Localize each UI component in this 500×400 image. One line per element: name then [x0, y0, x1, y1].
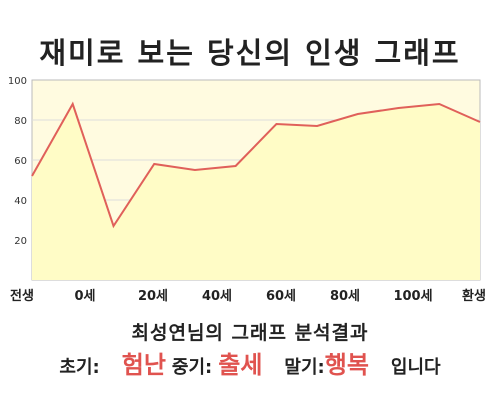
y-tick-label: 40 [14, 196, 27, 207]
x-tick-label: 환생 [462, 288, 486, 304]
x-tick-label: 60세 [266, 289, 296, 304]
y-axis-ticks: 20 40 60 80 100 [8, 76, 27, 247]
y-tick-label: 20 [14, 236, 27, 247]
late-label: 말기: [284, 357, 325, 378]
suffix-text: 입니다 [390, 357, 441, 378]
mid-value: 출세 [218, 351, 263, 379]
chart-title: 재미로 보는 당신의 인생 그래프 [39, 36, 461, 70]
y-tick-label: 100 [8, 76, 27, 87]
x-tick-label: 20세 [138, 289, 168, 304]
y-tick-label: 80 [14, 116, 27, 127]
x-tick-label: 0세 [74, 289, 95, 304]
y-tick-label: 60 [14, 156, 27, 167]
series-area [32, 104, 480, 280]
early-value: 험난 [121, 351, 166, 379]
early-label: 초기: [59, 357, 100, 378]
series-line [31, 101, 481, 229]
analysis-summary: 초기: 험난 중기: 출세 말기:행복 입니다 [0, 345, 500, 380]
x-tick-label: 80세 [330, 289, 360, 304]
x-tick-label: 40세 [202, 289, 232, 304]
analysis-title: 최성연님의 그래프 분석결과 [131, 322, 369, 344]
x-tick-label: 100세 [393, 289, 432, 304]
life-graph-chart: 20 40 60 80 100 전생 0세 20세 40세 60세 80세 100세 환생 [8, 76, 486, 304]
x-axis-ticks: 전생 0세 20세 40세 60세 80세 100세 환생 [10, 288, 486, 304]
mid-label: 중기: [171, 357, 213, 378]
x-tick-label: 전생 [10, 288, 34, 304]
late-value: 행복 [324, 351, 369, 379]
